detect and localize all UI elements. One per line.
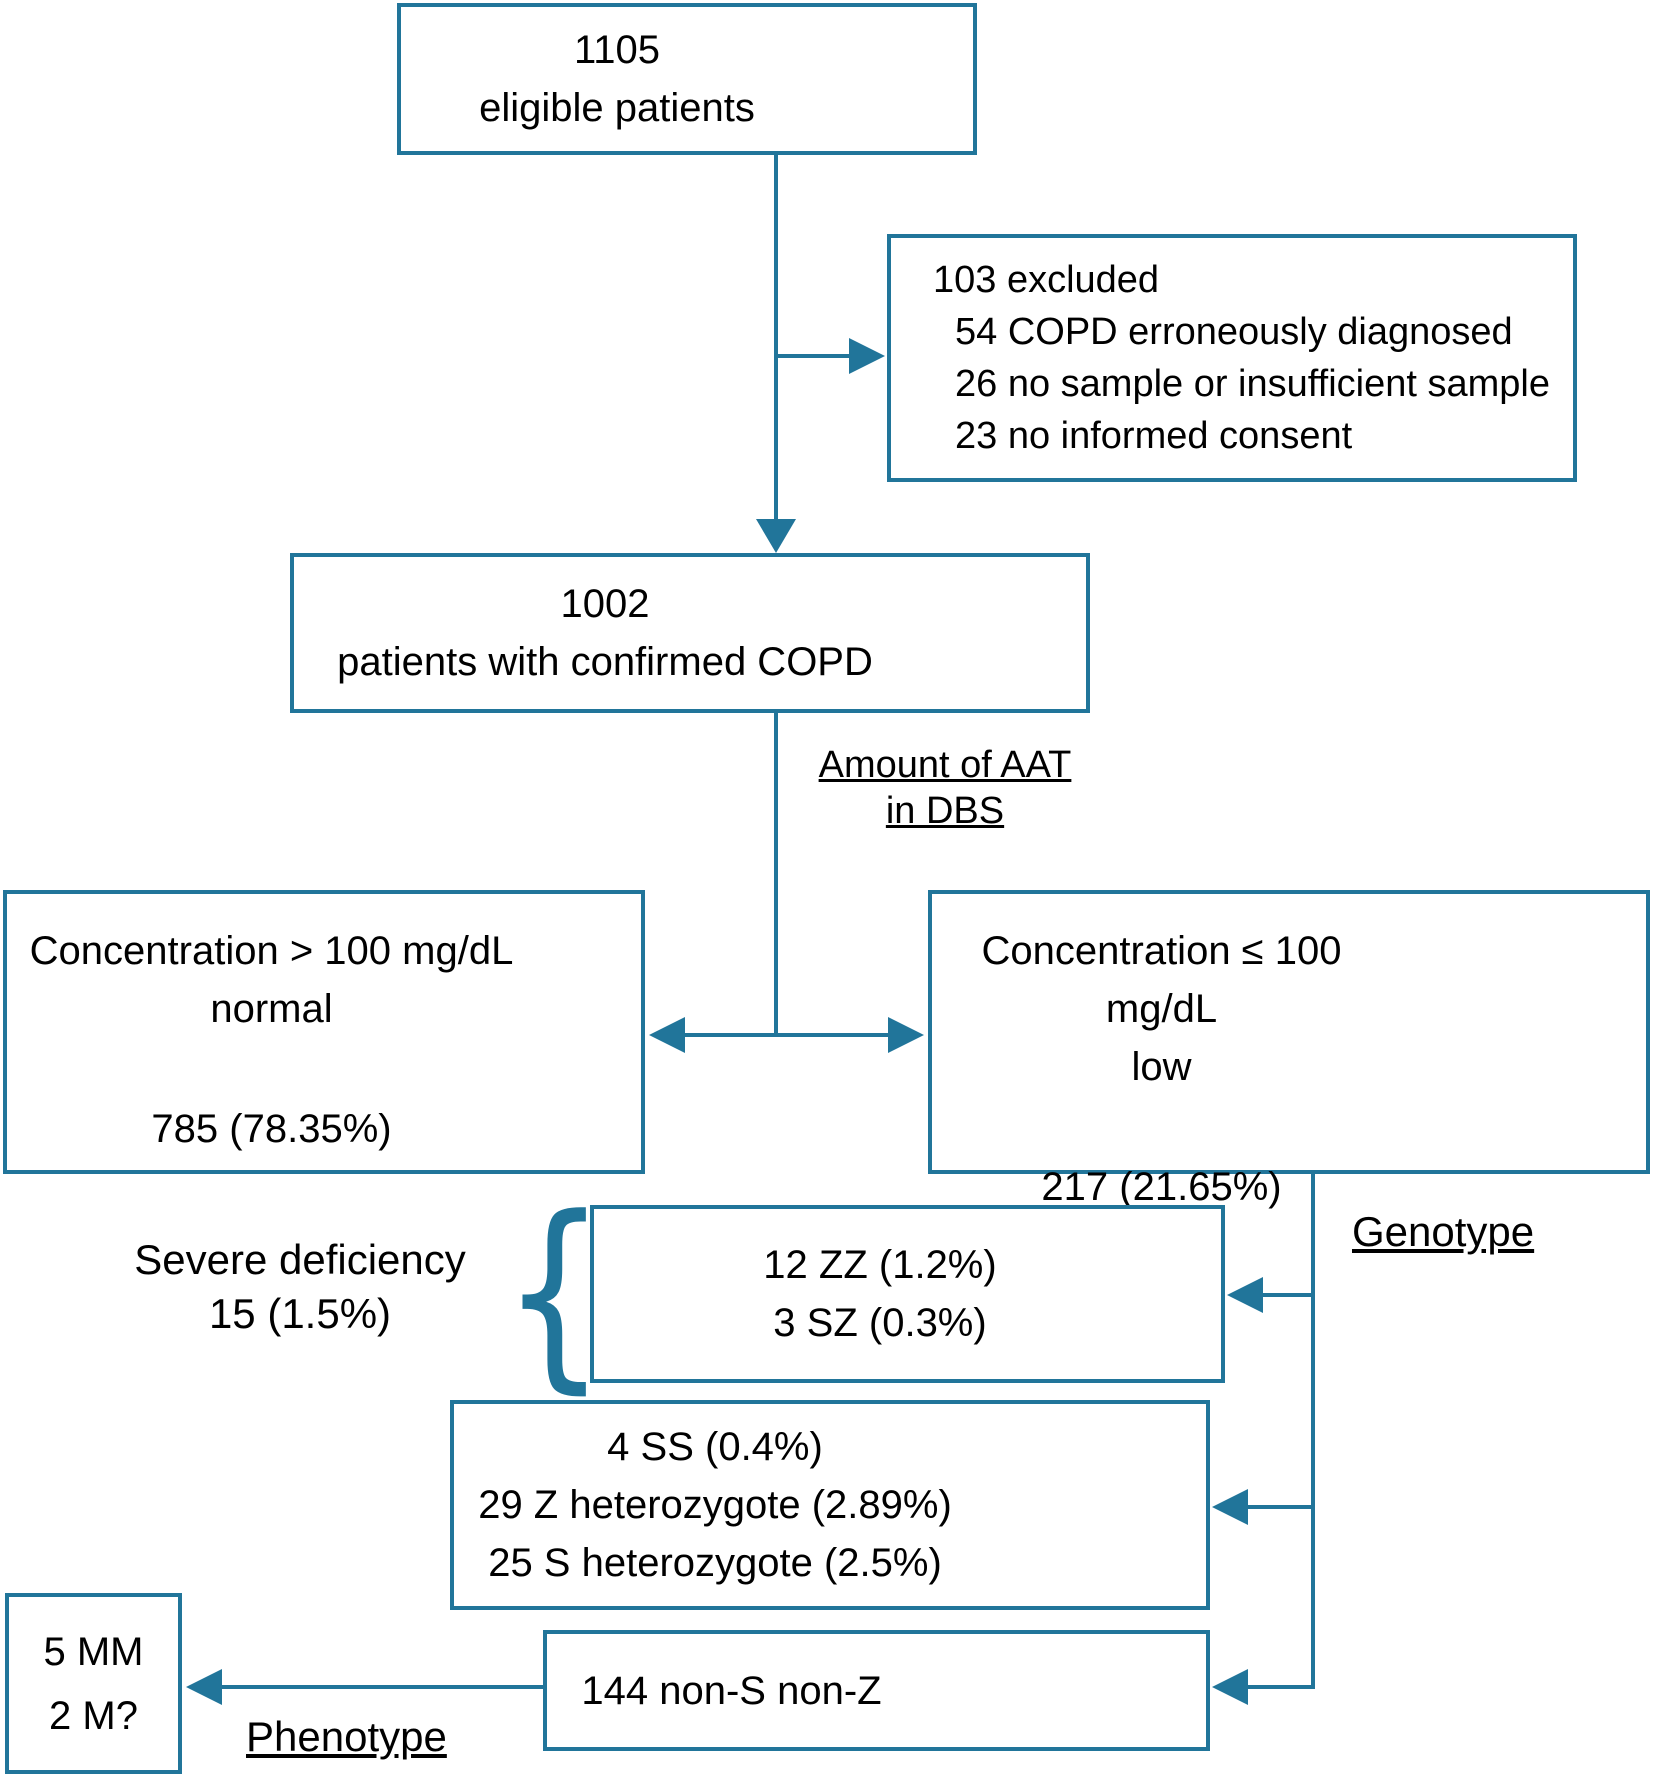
genotype-zz: 12 ZZ (1.2%) — [763, 1243, 997, 1287]
excluded-reason: 54 COPD erroneously diagnosed — [955, 311, 1513, 353]
aat-dbs-label-line2: in DBS — [885, 790, 1005, 832]
node-eligible-patients: 1105 eligible patients — [397, 3, 977, 155]
connector-low-genotype-trunk — [1311, 1173, 1315, 1689]
eligible-count: 1105 — [573, 28, 660, 72]
connector-split-horizontal — [683, 1033, 890, 1037]
node-severe-genotypes: 12 ZZ (1.2%) 3 SZ (0.3%) — [590, 1205, 1225, 1383]
node-other-genotypes: 4 SS (0.4%) 29 Z heterozygote (2.89%) 25… — [450, 1400, 1210, 1610]
connector-branch-severe-genotypes — [1261, 1293, 1313, 1297]
genotype-z-het: 29 Z heterozygote (2.89%) — [478, 1483, 952, 1527]
connector-branch-excluded — [774, 354, 849, 358]
normal-threshold: Concentration > 100 mg/dL — [29, 929, 514, 973]
connector-eligible-to-confirmed — [774, 153, 778, 525]
arrowhead-into-normal-icon — [649, 1017, 685, 1053]
arrowhead-into-low-icon — [888, 1017, 924, 1053]
arrowhead-into-non-s-non-z-icon — [1212, 1669, 1248, 1705]
normal-count: 785 (78.35%) — [151, 1107, 392, 1151]
node-concentration-low: Concentration ≤ 100 mg/dL low 217 (21.65… — [928, 890, 1650, 1209]
connector-branch-non-s-non-z — [1246, 1685, 1315, 1689]
eligible-label: eligible patients — [479, 86, 755, 130]
low-count: 217 (21.65%) — [1041, 1165, 1282, 1209]
arrowhead-into-confirmed-icon — [756, 519, 796, 553]
severe-deficiency-brace: { — [502, 1174, 607, 1412]
severe-deficiency-text: Severe deficiency — [134, 1236, 466, 1283]
arrowhead-into-other-genotypes-icon — [1212, 1489, 1248, 1525]
genotype-s-het: 25 S heterozygote (2.5%) — [488, 1541, 942, 1585]
node-confirmed-copd: 1002 patients with confirmed COPD — [290, 553, 1090, 713]
node-concentration-normal: Concentration > 100 mg/dL normal 785 (78… — [3, 890, 645, 1174]
confirmed-label: patients with confirmed COPD — [337, 640, 873, 684]
confirmed-count: 1002 — [560, 582, 650, 626]
severe-deficiency-count: 15 (1.5%) — [208, 1290, 392, 1337]
non-s-non-z-count: 144 non-S non-Z — [581, 1668, 882, 1713]
arrowhead-into-excluded-icon — [849, 338, 885, 374]
connector-confirmed-to-split — [774, 713, 778, 1037]
low-label: low — [1131, 1045, 1192, 1089]
arrowhead-into-severe-genotypes-icon — [1227, 1277, 1263, 1313]
phenotype-m-unknown: 2 M? — [49, 1693, 138, 1738]
genotype-sz: 3 SZ (0.3%) — [773, 1301, 987, 1345]
genotype-label: Genotype — [1352, 1208, 1535, 1255]
connector-branch-other-genotypes — [1246, 1505, 1313, 1509]
phenotype-mm: 5 MM — [43, 1629, 144, 1674]
node-phenotypes: 5 MM 2 M? — [5, 1593, 182, 1774]
aat-dbs-label-line1: Amount of AAT — [818, 744, 1072, 786]
node-non-s-non-z: 144 non-S non-Z — [543, 1630, 1210, 1751]
excluded-reason: 26 no sample or insufficient sample — [955, 363, 1550, 405]
node-excluded: 103 excluded 54 COPD erroneously diagnos… — [887, 234, 1577, 482]
phenotype-label: Phenotype — [246, 1713, 447, 1760]
aat-dbs-label: Amount of AAT in DBS — [795, 742, 1095, 834]
excluded-total: 103 excluded — [933, 259, 1160, 301]
severe-deficiency-label: Severe deficiency 15 (1.5%) — [105, 1233, 495, 1341]
normal-label: normal — [210, 987, 333, 1031]
connector-phenotype — [220, 1685, 543, 1689]
excluded-reason: 23 no informed consent — [955, 415, 1353, 457]
low-threshold: Concentration ≤ 100 mg/dL — [981, 929, 1342, 1031]
genotype-ss: 4 SS (0.4%) — [607, 1425, 823, 1469]
arrowhead-into-phenotypes-icon — [186, 1669, 222, 1705]
